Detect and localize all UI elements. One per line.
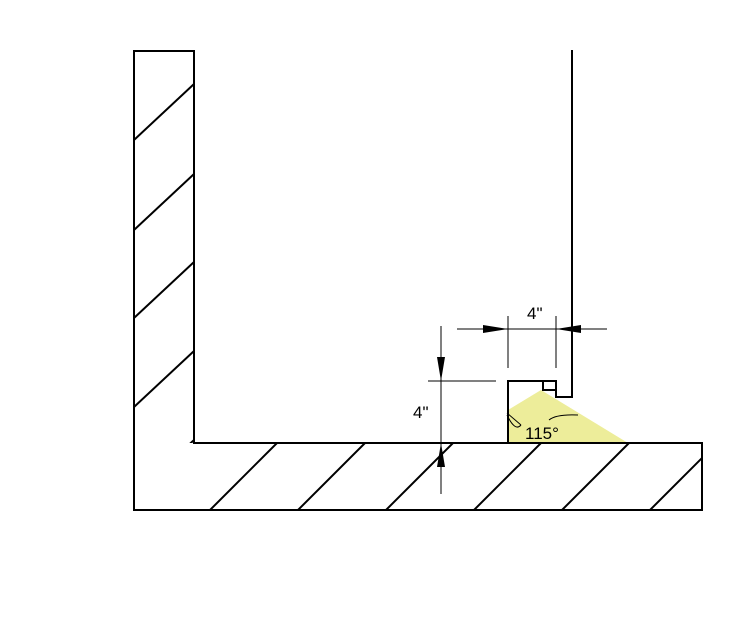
- sprinkler-fixture: [507, 50, 573, 443]
- arrow-right-icon: [483, 325, 508, 333]
- vertical-dimension: [428, 326, 496, 494]
- angle-arc: [506, 414, 579, 428]
- nozzle: [542, 380, 557, 391]
- arrow-down-icon: [437, 357, 445, 381]
- spray-coverage-area: [508, 390, 628, 443]
- vertical-dimension-label: 4": [413, 403, 429, 422]
- arrow-left-icon: [556, 325, 581, 333]
- arrow-up-icon: [437, 443, 445, 467]
- angle-label: 115°: [525, 424, 559, 443]
- wall-hatching: [134, 83, 194, 443]
- wall-floor-outline: [133, 50, 703, 511]
- horizontal-dimension: [457, 316, 607, 368]
- floor-hatching: [209, 443, 702, 510]
- angle-arc-left: [506, 412, 522, 426]
- horizontal-dimension-label: 4": [527, 304, 543, 323]
